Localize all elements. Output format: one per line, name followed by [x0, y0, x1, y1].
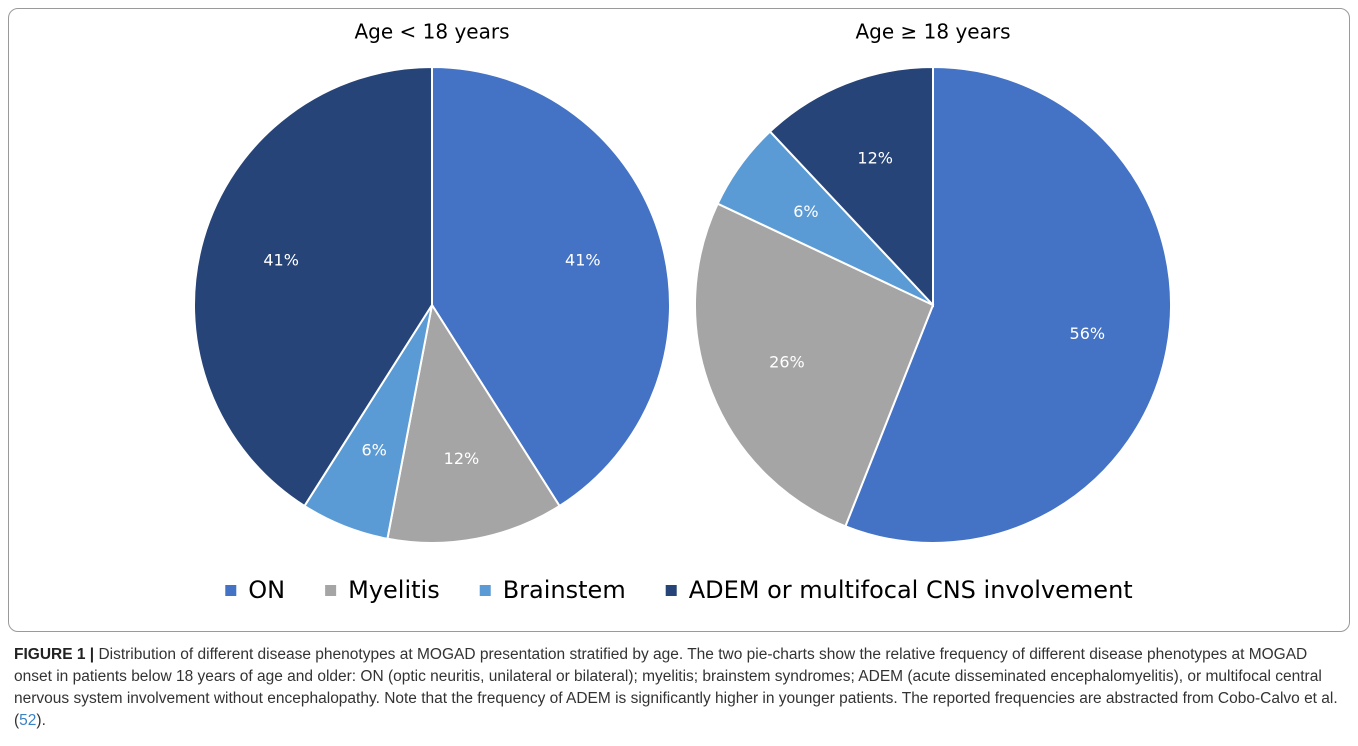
- pie-slice: [386, 302, 561, 544]
- caption-text-end: ).: [36, 712, 46, 729]
- legend-swatch: [325, 585, 337, 596]
- caption-text: Distribution of different disease phenot…: [14, 646, 1338, 729]
- legend-swatch: [479, 585, 491, 596]
- caption: FIGURE 1 | Distribution of different dis…: [14, 644, 1342, 732]
- pie-slice: [694, 202, 935, 528]
- legend-swatch: [225, 585, 237, 596]
- legend-label: Myelitis: [348, 576, 440, 604]
- reference-link[interactable]: 52: [19, 712, 37, 729]
- pie-slice: [431, 65, 671, 508]
- data-label: 12%: [444, 449, 480, 468]
- data-label: 6%: [793, 202, 818, 221]
- figure-frame: [8, 8, 1350, 632]
- data-label: 6%: [361, 441, 386, 460]
- legend-label: Brainstem: [503, 576, 626, 604]
- chart-title: Age < 18 years: [355, 20, 510, 44]
- chart-title: Age ≥ 18 years: [856, 20, 1011, 44]
- legend-label: ON: [248, 576, 285, 604]
- chart: Age < 18 years 41% 12% 6% 41% Age ≥ 18 years 5…: [193, 20, 1172, 604]
- pie-slice: [193, 65, 433, 508]
- legend-swatch: [665, 585, 677, 596]
- data-label: 26%: [769, 352, 805, 371]
- data-label: 56%: [1070, 324, 1106, 343]
- caption-label: FIGURE 1 |: [14, 646, 95, 663]
- legend-label: ADEM or multifocal CNS involvement: [689, 576, 1133, 604]
- data-label: 41%: [263, 251, 299, 270]
- data-label: 12%: [857, 148, 893, 167]
- data-label: 41%: [565, 251, 601, 270]
- pie-slice: [768, 65, 934, 308]
- pie-slice: [844, 65, 1172, 544]
